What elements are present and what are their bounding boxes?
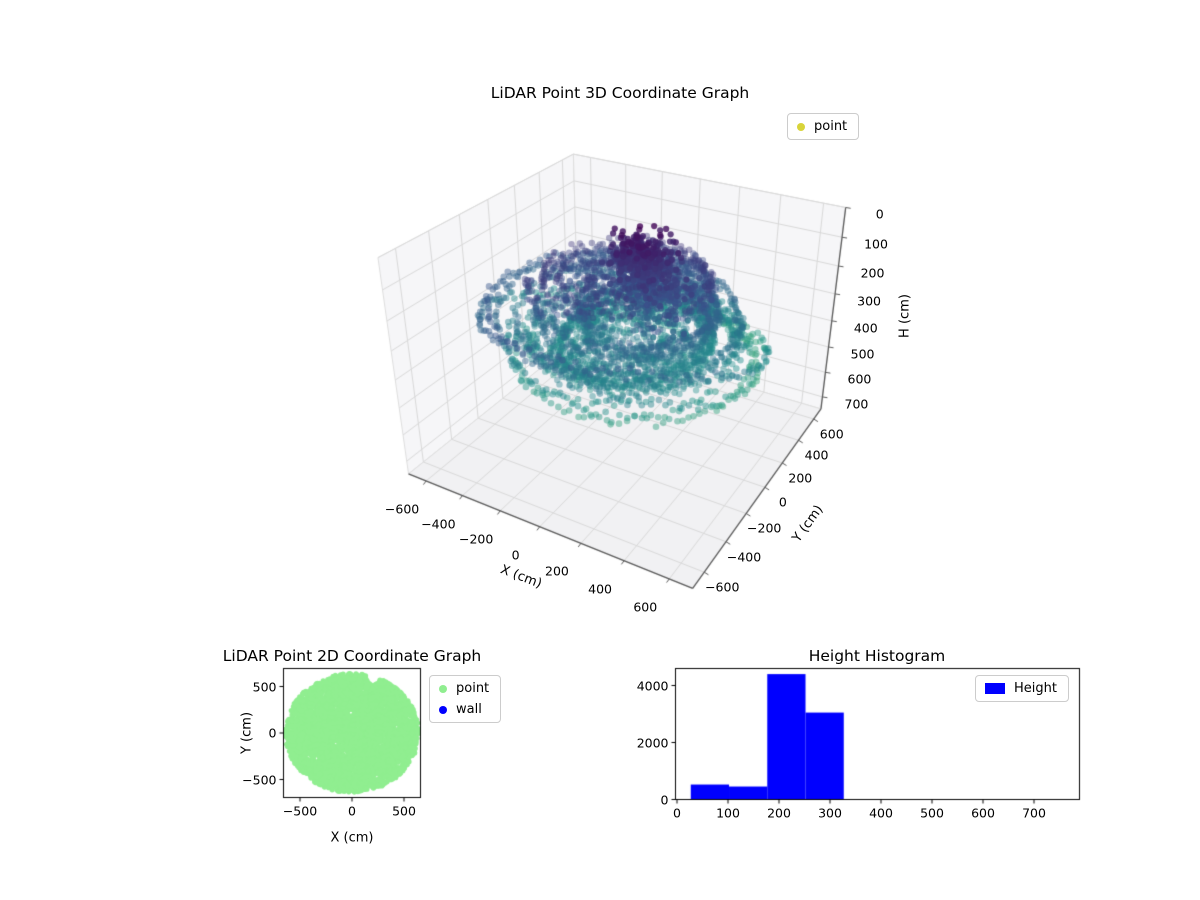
p3d-z-tick-label: 100 — [864, 236, 888, 252]
point-marker-icon — [797, 122, 805, 131]
legend-label-point: point — [814, 119, 848, 134]
plot2d-y-axis-label: Y (cm) — [239, 711, 255, 755]
plot3d-x-axis-label: X (cm) — [498, 562, 544, 592]
p2d-y-tick-label: 0 — [268, 725, 277, 741]
p3d-z-tick-label: 500 — [850, 346, 875, 362]
plot2d-legend: point wall — [429, 675, 502, 723]
p3d-y-tick-label: −200 — [747, 520, 782, 536]
p3d-x-tick-label: −600 — [384, 501, 420, 517]
p3d-x-tick-label: −400 — [421, 516, 456, 532]
plot3d-title: LiDAR Point 3D Coordinate Graph — [490, 84, 750, 102]
p3d-z-tick-label: 200 — [860, 265, 885, 281]
legend-item-wall: wall — [439, 702, 489, 717]
p2d-x-tick-label: 500 — [392, 803, 416, 818]
legend-label-point: point — [456, 681, 490, 696]
legend-label-wall: wall — [456, 702, 482, 717]
point-marker-icon — [439, 684, 447, 693]
p3d-x-tick-label: 0 — [511, 547, 520, 563]
legend-item-point: point — [439, 681, 489, 696]
hist-x-tick-label: 200 — [767, 805, 791, 820]
p3d-x-tick-label: 200 — [544, 563, 569, 579]
hist-x-tick-label: 500 — [920, 805, 944, 820]
p3d-y-tick-label: −600 — [705, 579, 740, 595]
p3d-x-tick-label: −200 — [459, 531, 494, 547]
p3d-x-tick-label: 400 — [588, 581, 613, 597]
hist-x-tick-label: 100 — [716, 805, 740, 820]
p2d-y-tick-label: −500 — [242, 772, 277, 787]
hist-legend: Height — [975, 675, 1069, 702]
hist-x-tick-label: 0 — [673, 805, 681, 820]
p3d-y-tick-label: −400 — [726, 549, 762, 565]
p2d-x-tick-label: −500 — [282, 803, 318, 818]
hist-x-tick-label: 400 — [869, 805, 893, 820]
plot3d-y-axis-label: Y (cm) — [789, 502, 827, 546]
hist-x-tick-label: 600 — [971, 805, 995, 820]
p3d-z-tick-label: 700 — [844, 396, 869, 412]
p3d-z-tick-label: 600 — [847, 371, 872, 387]
plot2d-x-axis-label: X (cm) — [330, 830, 374, 846]
hist-y-tick-label: 4000 — [636, 678, 669, 693]
p3d-y-tick-label: 200 — [788, 470, 813, 486]
hist-x-tick-label: 700 — [1022, 805, 1046, 820]
p2d-x-tick-label: 0 — [348, 803, 356, 818]
p3d-y-tick-label: 400 — [804, 447, 829, 463]
legend-label-height: Height — [1014, 681, 1057, 696]
p3d-z-tick-label: 0 — [875, 206, 884, 222]
plot2d-title: LiDAR Point 2D Coordinate Graph — [222, 647, 482, 665]
hist-title: Height Histogram — [808, 647, 946, 665]
p3d-z-tick-label: 300 — [857, 293, 882, 309]
legend-item-point: point — [797, 119, 847, 134]
plot3d-legend: point — [787, 113, 860, 140]
p3d-y-tick-label: 600 — [819, 426, 844, 442]
plot3d-z-axis-label: H (cm) — [897, 294, 913, 338]
p3d-x-tick-label: 600 — [633, 599, 658, 615]
p2d-y-tick-label: 500 — [252, 679, 277, 694]
hist-y-tick-label: 2000 — [636, 735, 669, 750]
hist-y-tick-label: 0 — [660, 792, 669, 807]
p3d-z-tick-label: 400 — [853, 320, 878, 336]
p3d-y-tick-label: 0 — [778, 494, 787, 510]
hist-x-tick-label: 300 — [818, 805, 842, 820]
height-marker-icon — [985, 683, 1005, 694]
wall-marker-icon — [439, 705, 447, 714]
legend-item-height: Height — [985, 681, 1057, 696]
